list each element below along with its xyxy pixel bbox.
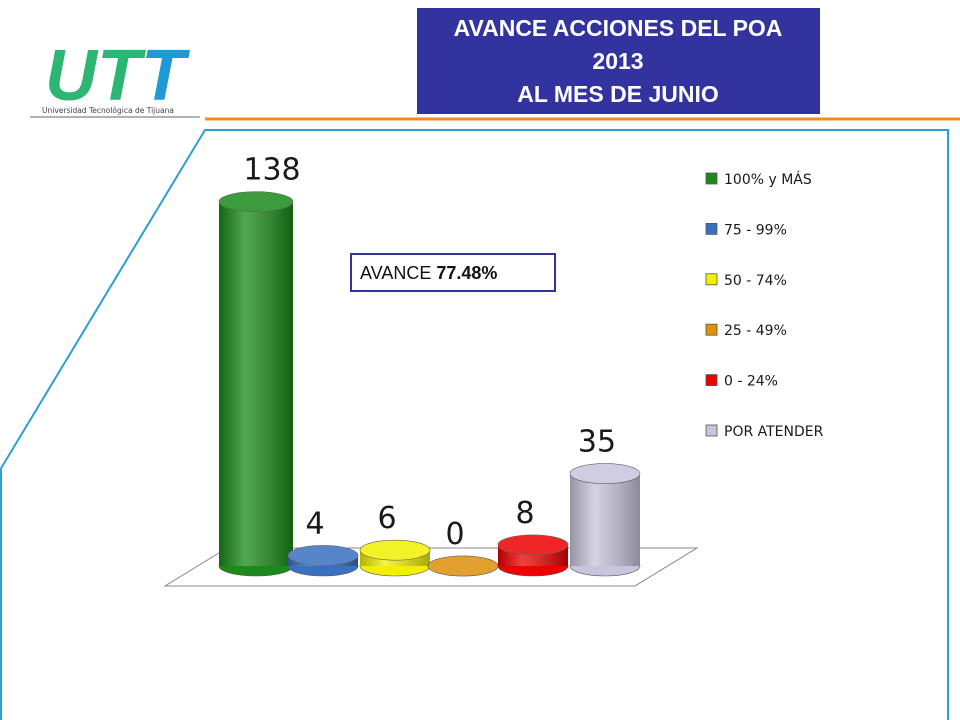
bar-top-highlight — [360, 540, 430, 561]
value-label: 35 — [578, 425, 616, 460]
title-line: AVANCE ACCIONES DEL POA — [454, 15, 783, 41]
bar-top — [287, 545, 359, 566]
legend-swatch — [705, 172, 718, 185]
legend-label: 50 - 74% — [724, 273, 787, 289]
legend-swatch — [705, 374, 718, 387]
bar-shade — [570, 473, 640, 566]
value-label: 4 — [305, 506, 324, 541]
legend-label: POR ATENDER — [724, 424, 824, 440]
legend-swatch — [705, 323, 718, 336]
legend-swatch — [705, 424, 718, 437]
bar-top-highlight — [219, 191, 293, 212]
legend-label: 0 - 24% — [724, 374, 778, 390]
logo: UTT — [45, 36, 191, 116]
title-line: 2013 — [592, 48, 643, 74]
bar-shade — [219, 201, 293, 566]
annotation-box — [350, 253, 556, 292]
bar-top-highlight — [498, 534, 568, 555]
legend: 100% y MÁS 75 - 99% 50 - 74% 25 - 49% 0 - 24… — [705, 171, 824, 440]
legend-label: 75 - 99% — [724, 222, 787, 238]
logo-subtitle: Universidad Tecnológica de Tijuana — [42, 106, 174, 115]
annotation: AVANCE 77.48% — [360, 263, 497, 283]
bar-top — [218, 191, 294, 212]
legend-label: 100% y MÁS — [724, 171, 812, 188]
legend-label: 25 - 49% — [724, 323, 787, 339]
bar-top — [569, 463, 641, 484]
value-label: 6 — [377, 501, 396, 536]
value-label: 0 — [445, 517, 464, 552]
bar-top-highlight — [428, 556, 498, 576]
value-label: 8 — [515, 496, 534, 531]
title-box — [417, 8, 820, 114]
bar-top-highlight — [288, 545, 358, 566]
bar-top-highlight — [570, 463, 640, 484]
legend-swatch — [705, 273, 718, 286]
bar-top — [497, 534, 569, 556]
bars: 138 4 6 0 8 35 — [218, 153, 641, 577]
legend-swatch — [705, 222, 718, 235]
bar-top — [359, 539, 431, 561]
frame — [0, 129, 949, 720]
value-label: 138 — [243, 153, 300, 188]
title-line: AL MES DE JUNIO — [517, 81, 719, 107]
